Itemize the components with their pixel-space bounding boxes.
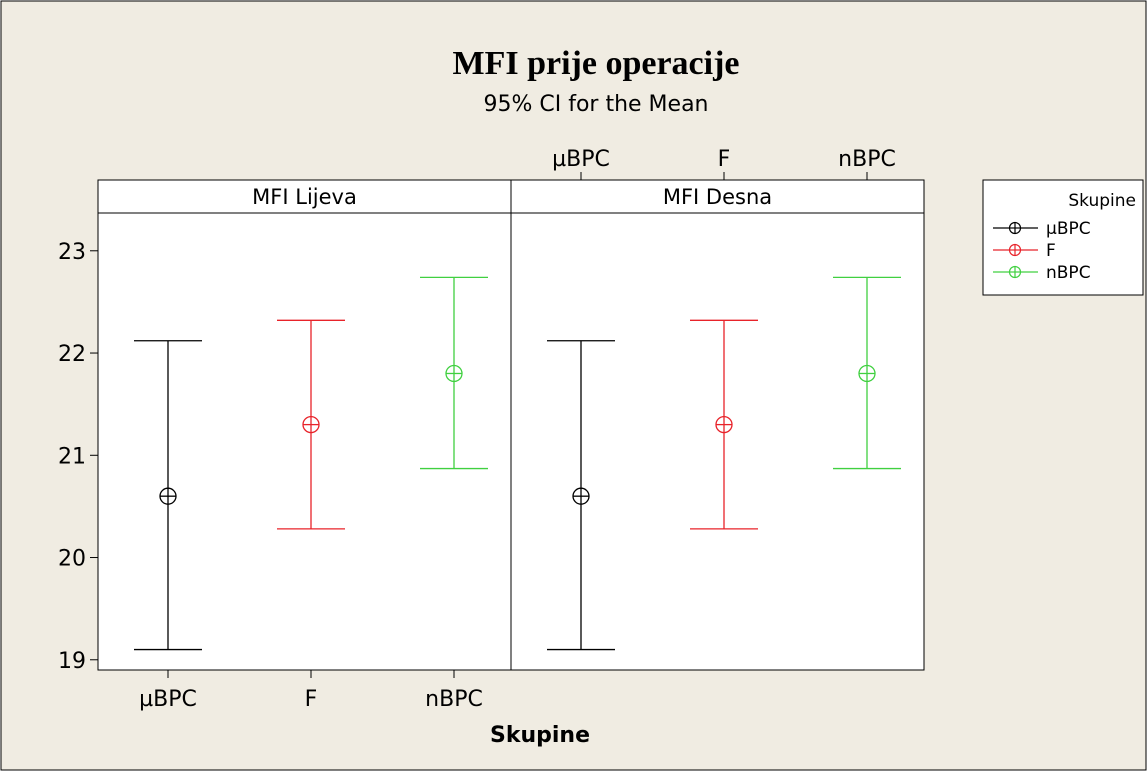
- panel-strip-label: MFI Desna: [663, 185, 772, 209]
- legend-box: [982, 179, 1144, 296]
- legend-entry: µBPC: [993, 219, 1091, 239]
- legend-title: Skupine: [1068, 191, 1136, 211]
- x-tick-label: µBPC: [139, 687, 197, 712]
- x-axis-title: Skupine: [490, 723, 590, 748]
- y-tick-label: 19: [58, 649, 86, 674]
- y-tick-label: 22: [58, 342, 86, 367]
- legend-label: F: [1046, 241, 1056, 261]
- chart-title: MFI prije operacije: [453, 45, 740, 82]
- x-tick-label-top: F: [718, 147, 731, 172]
- y-tick-label: 21: [58, 444, 86, 469]
- interval-bar: [134, 340, 202, 651]
- x-tick-label: nBPC: [425, 687, 483, 712]
- legend-label: µBPC: [1046, 219, 1091, 239]
- x-tick-label-top: nBPC: [838, 147, 896, 172]
- y-axis: 19 20 21 22 23: [58, 240, 98, 674]
- interval-bar: [420, 276, 488, 470]
- panel-strip-label: MFI Lijeva: [252, 185, 357, 209]
- legend-label: nBPC: [1046, 263, 1091, 283]
- panel: MFI Lijeva: [98, 185, 511, 651]
- x-tick-label: F: [305, 687, 318, 712]
- legend-entry: nBPC: [993, 263, 1091, 283]
- interval-bar: [547, 340, 615, 651]
- interval-bar: [690, 319, 758, 530]
- interval-bar: [833, 276, 901, 470]
- y-tick-label: 20: [58, 547, 86, 572]
- interval-bar: [277, 319, 345, 530]
- x-tick-label-top: µBPC: [552, 147, 610, 172]
- y-tick-label: 23: [58, 240, 86, 265]
- chart-subtitle: 95% CI for the Mean: [483, 92, 708, 117]
- panel: MFI Desna: [510, 180, 924, 670]
- legend-entry: F: [993, 241, 1056, 261]
